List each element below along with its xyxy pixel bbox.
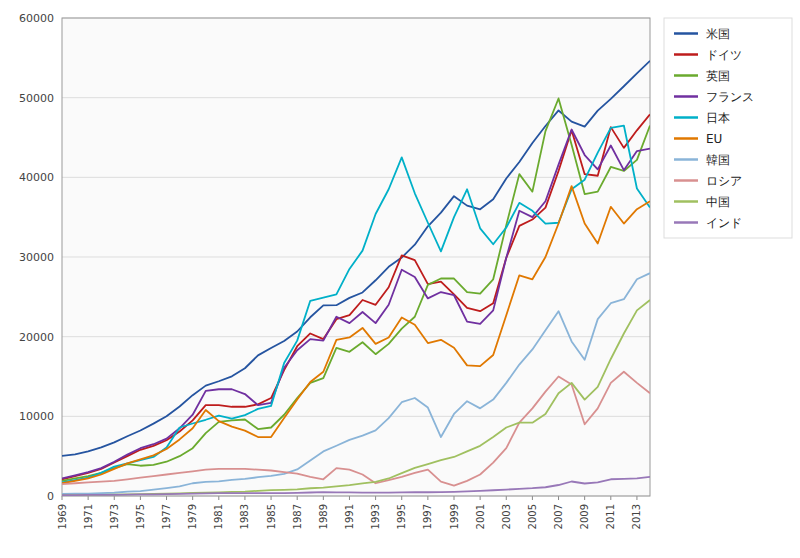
x-tick-label: 2001 <box>475 504 486 529</box>
x-tick-label: 1979 <box>187 504 198 529</box>
x-tick-label: 2011 <box>605 504 616 529</box>
y-tick-label: 50000 <box>19 92 54 105</box>
chart-container: 0 10000 20000 30000 40000 50000 60000 1969 1971 1… <box>0 0 800 558</box>
x-tick <box>323 496 324 500</box>
x-tick <box>506 496 507 500</box>
x-tick-label: 2007 <box>553 504 564 529</box>
x-tick <box>140 496 141 500</box>
x-tick-label: 1969 <box>57 504 68 529</box>
legend-swatch <box>674 137 698 140</box>
x-tick-label: 2013 <box>631 504 642 529</box>
series-line <box>62 98 650 480</box>
x-tick-label: 1987 <box>292 504 303 529</box>
x-tick <box>454 496 455 500</box>
series-line <box>62 126 650 483</box>
x-tick-label: 1975 <box>135 504 146 529</box>
x-tick-label: 1991 <box>344 504 355 529</box>
plot-background <box>62 18 650 496</box>
x-tick-label: 2005 <box>527 504 538 529</box>
legend-swatch <box>674 179 698 182</box>
x-tick <box>375 496 376 500</box>
x-tick <box>401 496 402 500</box>
x-tick <box>427 496 428 500</box>
x-tick <box>349 496 350 500</box>
x-tick-label: 2009 <box>579 504 590 529</box>
legend: 米国ドイツ英国フランス日本 EU 韓国ロシア中国インド <box>664 18 792 238</box>
x-tick <box>271 496 272 500</box>
legend-label: インド <box>706 216 742 230</box>
grid-line <box>62 336 650 337</box>
x-tick <box>558 496 559 500</box>
x-tick-label: 1985 <box>266 504 277 529</box>
x-tick-label: 1993 <box>370 504 381 529</box>
x-tick <box>192 496 193 500</box>
x-tick-label: 1989 <box>318 504 329 529</box>
x-tick-label: 1997 <box>422 504 433 529</box>
grid-line <box>62 177 650 178</box>
x-tick-label: 1973 <box>109 504 120 529</box>
legend-frame <box>664 18 792 238</box>
legend-label: EU <box>706 132 722 146</box>
grid-line <box>62 416 650 417</box>
x-tick <box>114 496 115 500</box>
series-lines <box>62 61 650 495</box>
x-tick-label: 1999 <box>449 504 460 529</box>
series-line <box>62 130 650 479</box>
legend-label: フランス <box>706 90 754 104</box>
x-tick <box>480 496 481 500</box>
x-tick-label: 1977 <box>161 504 172 529</box>
legend-swatch <box>674 74 698 77</box>
series-line <box>62 114 650 479</box>
x-tick <box>218 496 219 500</box>
legend-swatch <box>674 158 698 161</box>
y-tick-label: 60000 <box>19 12 54 25</box>
x-tick <box>584 496 585 500</box>
x-tick <box>297 496 298 500</box>
legend-label: ロシア <box>706 174 742 188</box>
legend-label: 米国 <box>706 27 730 41</box>
x-tick-label: 1983 <box>239 504 250 529</box>
legend-swatch <box>674 116 698 119</box>
y-tick-label: 0 <box>47 490 54 503</box>
y-tick-label: 10000 <box>19 410 54 423</box>
x-tick <box>62 496 63 500</box>
chart-svg: 0 10000 20000 30000 40000 50000 60000 1969 1971 1… <box>0 0 800 558</box>
x-tick <box>532 496 533 500</box>
x-tick-label: 1995 <box>396 504 407 529</box>
x-tick-label: 2003 <box>501 504 512 529</box>
legend-swatch <box>674 53 698 56</box>
series-line <box>62 300 650 495</box>
series-line <box>62 372 650 486</box>
x-tick <box>244 496 245 500</box>
legend-swatch <box>674 200 698 203</box>
axes: 0 10000 20000 30000 40000 50000 60000 1969 1971 1… <box>19 12 650 529</box>
x-tick <box>636 496 637 500</box>
plot-frame <box>62 18 650 496</box>
x-tick-label: 1971 <box>83 504 94 529</box>
series-line <box>62 477 650 495</box>
legend-swatch <box>674 221 698 224</box>
legend-label: ドイツ <box>706 48 742 62</box>
y-tick-label: 40000 <box>19 171 54 184</box>
x-tick-label: 1981 <box>213 504 224 529</box>
y-tick-label: 30000 <box>19 251 54 264</box>
legend-label: 韓国 <box>706 153 730 167</box>
x-tick <box>610 496 611 500</box>
legend-swatch <box>674 32 698 35</box>
x-tick <box>88 496 89 500</box>
legend-label: 日本 <box>706 111 730 125</box>
legend-label: 中国 <box>706 195 730 209</box>
legend-swatch <box>674 95 698 98</box>
legend-label: 英国 <box>706 69 730 83</box>
series-line <box>62 273 650 494</box>
grid-line <box>62 97 650 98</box>
x-tick <box>166 496 167 500</box>
y-tick-label: 20000 <box>19 331 54 344</box>
grid-line <box>62 257 650 258</box>
